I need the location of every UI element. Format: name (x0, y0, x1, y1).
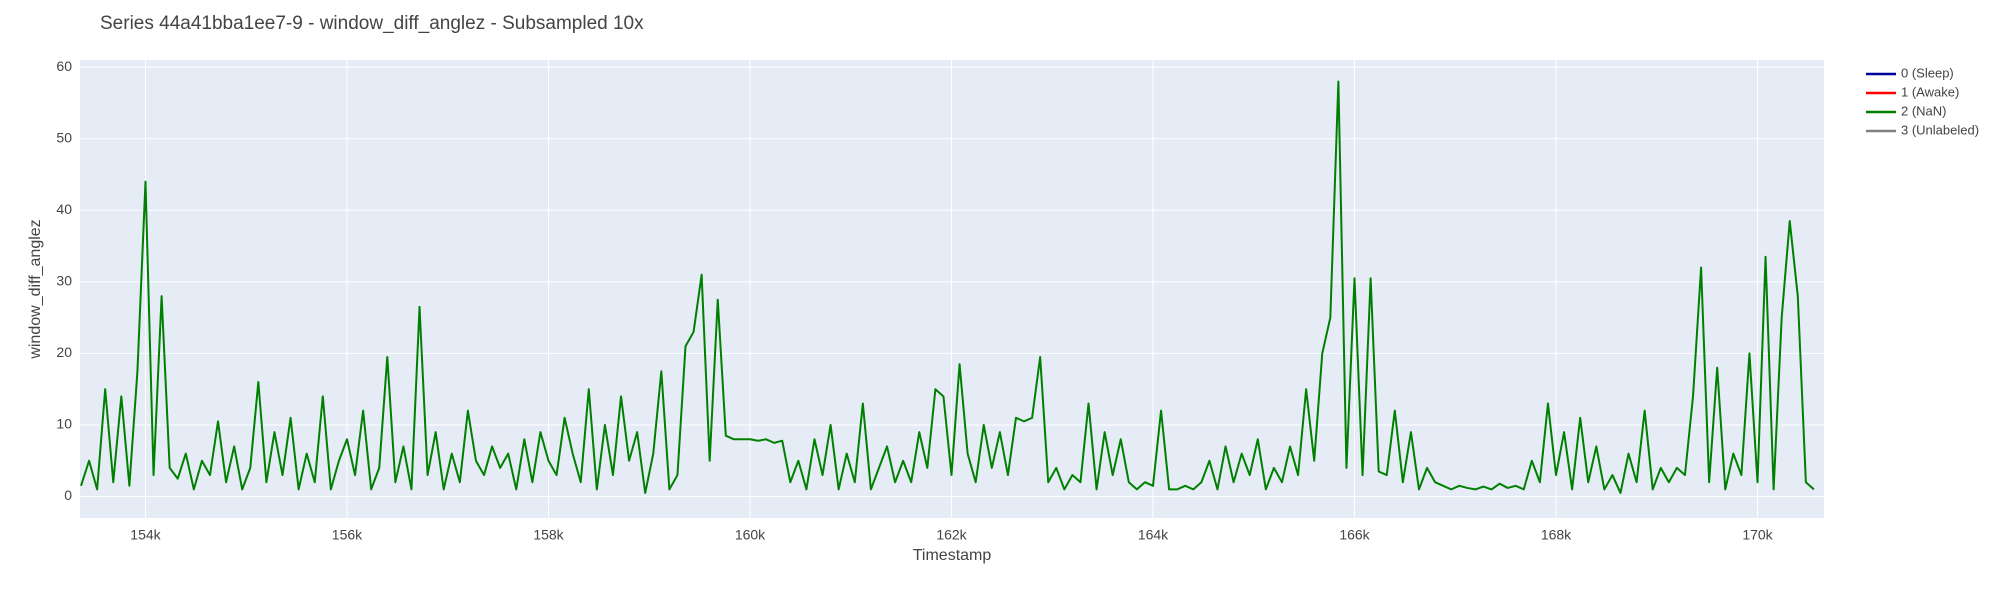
legend-label: 0 (Sleep) (1901, 65, 1954, 80)
x-tick-label: 168k (1541, 527, 1572, 543)
x-axis-title: Timestamp (913, 547, 992, 564)
x-tick-label: 158k (533, 527, 564, 543)
x-tick-label: 170k (1742, 527, 1773, 543)
plot-area (80, 60, 1824, 518)
x-tick-label: 160k (735, 527, 766, 543)
legend-label: 1 (Awake) (1901, 84, 1959, 99)
y-tick-label: 20 (56, 344, 72, 360)
y-tick-label: 50 (56, 129, 72, 145)
legend-label: 2 (NaN) (1901, 103, 1947, 118)
y-tick-label: 30 (56, 273, 72, 289)
x-tick-label: 164k (1138, 527, 1169, 543)
x-tick-label: 156k (332, 527, 363, 543)
legend-label: 3 (Unlabeled) (1901, 122, 1979, 137)
y-tick-label: 60 (56, 58, 72, 74)
y-tick-label: 10 (56, 416, 72, 432)
y-tick-label: 0 (64, 487, 72, 503)
x-tick-label: 162k (936, 527, 967, 543)
x-tick-label: 166k (1339, 527, 1370, 543)
y-tick-label: 40 (56, 201, 72, 217)
data-line (80, 80, 1815, 494)
chart-title: Series 44a41bba1ee7-9 - window_diff_angl… (100, 13, 644, 34)
x-tick-label: 154k (130, 527, 161, 543)
y-axis-title: window_diff_anglez (27, 219, 44, 359)
